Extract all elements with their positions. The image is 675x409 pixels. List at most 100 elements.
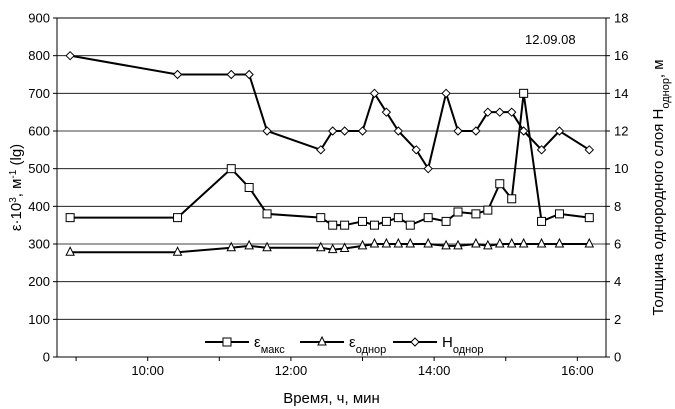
- data-point-diamond: [554, 126, 565, 136]
- data-point-triangle: [483, 239, 493, 250]
- data-point-triangle: [518, 237, 529, 248]
- data-point-square: [423, 213, 433, 223]
- data-point-triangle: [327, 243, 338, 254]
- y-left-tick-label: 200: [28, 274, 50, 289]
- data-point-square: [262, 209, 272, 219]
- data-point-square: [453, 207, 463, 217]
- y-left-title-exp2: -1: [8, 169, 19, 178]
- data-point-diamond: [536, 145, 547, 155]
- y-left-tick-label: 100: [28, 312, 50, 327]
- y-right-tick-label: 12: [614, 124, 628, 139]
- y-right-tick-label: 16: [614, 48, 628, 63]
- data-point-square: [441, 216, 451, 226]
- data-point-square: [226, 164, 236, 174]
- data-point-diamond: [226, 69, 236, 80]
- data-point-triangle: [405, 237, 416, 248]
- data-point-triangle: [315, 241, 326, 252]
- data-point-diamond: [393, 126, 404, 136]
- data-point-diamond: [495, 107, 505, 117]
- y-right-title-base: Толщина однородного слоя H: [650, 109, 667, 316]
- data-point-diamond: [483, 107, 493, 117]
- y-right-tick-label: 14: [614, 86, 628, 101]
- y-right-tick-label: 10: [614, 161, 628, 176]
- axis-ticks: 0 100 200 300 400 500 600 700 800 900 0 2 4 6 8 10 12 14 1…: [28, 11, 628, 379]
- data-point-square: [316, 213, 326, 223]
- data-point-square: [495, 179, 505, 189]
- data-point-diamond: [453, 126, 463, 136]
- y-left-title-mid: , м: [8, 179, 25, 198]
- y-left-tick-label: 300: [28, 237, 50, 252]
- y-left-tick-label: 0: [43, 350, 50, 365]
- legend-label-base: ε: [254, 334, 261, 351]
- data-point-triangle: [453, 239, 463, 250]
- data-point-triangle: [262, 241, 272, 252]
- data-point-diamond: [172, 69, 183, 80]
- data-point-triangle: [339, 242, 350, 253]
- data-point-square: [369, 220, 379, 230]
- legend-item-square: εмакс: [205, 334, 285, 356]
- y-left-tick-label: 700: [28, 86, 50, 101]
- data-point-diamond: [441, 88, 451, 99]
- series-layer: [65, 50, 595, 256]
- data-point-square: [537, 216, 547, 226]
- legend-swatch-marker: [410, 337, 420, 347]
- data-point-triangle: [494, 237, 505, 248]
- data-point-diamond: [327, 126, 338, 136]
- data-point-triangle: [65, 246, 75, 256]
- data-point-square: [381, 216, 391, 226]
- y-left-tick-label: 800: [28, 48, 50, 63]
- data-point-square: [244, 183, 254, 192]
- data-point-diamond: [381, 107, 392, 117]
- y-left-axis-title: ε·103, м-1 (lg): [8, 144, 26, 231]
- y-right-tick-label: 6: [614, 237, 621, 252]
- y-left-tick-label: 400: [28, 199, 50, 214]
- data-point-square: [405, 220, 415, 230]
- data-point-square: [471, 209, 481, 219]
- legend-label-sub: однор: [356, 344, 387, 356]
- data-point-triangle: [357, 239, 368, 250]
- data-point-diamond: [518, 126, 529, 136]
- legend-swatch-marker: [222, 337, 232, 347]
- data-point-triangle: [441, 239, 451, 250]
- data-point-triangle: [369, 237, 380, 248]
- data-point-square: [554, 209, 564, 219]
- y-right-tick-label: 2: [614, 312, 621, 327]
- x-axis-title: Время, ч, мин: [283, 390, 380, 407]
- data-point-square: [584, 213, 594, 223]
- data-point-triangle: [506, 237, 517, 248]
- y-right-title-sub: однор: [660, 78, 672, 109]
- data-point-square: [328, 220, 338, 230]
- y-right-tick-label: 8: [614, 199, 621, 214]
- y-right-tick-label: 4: [614, 274, 621, 289]
- legend-label: Hоднор: [442, 334, 483, 356]
- legend-label-base: H: [442, 334, 453, 351]
- data-point-diamond: [471, 126, 481, 136]
- data-point-diamond: [584, 145, 594, 155]
- legend-label: εоднор: [349, 334, 386, 356]
- data-point-diamond: [65, 50, 75, 61]
- data-point-diamond: [507, 107, 517, 117]
- legend-label: εмакс: [254, 334, 285, 356]
- data-point-triangle: [471, 237, 481, 248]
- data-point-triangle: [423, 237, 433, 248]
- y-left-tick-label: 600: [28, 124, 50, 139]
- legend-item-diamond: Hоднор: [393, 334, 483, 356]
- y-right-tick-label: 0: [614, 350, 621, 365]
- data-point-diamond: [357, 126, 368, 136]
- x-tick-label: 14:00: [418, 363, 451, 378]
- y-left-title-base: ε·10: [8, 203, 25, 231]
- data-point-square: [519, 88, 529, 98]
- data-point-diamond: [411, 145, 421, 155]
- y-left-tick-label: 500: [28, 161, 50, 176]
- data-point-triangle: [554, 237, 565, 248]
- series-triangle: [65, 237, 595, 256]
- data-point-triangle: [381, 237, 392, 248]
- legend-label-sub: однор: [453, 344, 484, 356]
- data-point-triangle: [393, 237, 404, 248]
- y-left-title-tail: (lg): [8, 144, 25, 170]
- data-point-triangle: [536, 237, 547, 248]
- data-point-triangle: [584, 237, 595, 248]
- data-point-square: [340, 220, 350, 230]
- y-right-axis-title: Толщина однородного слоя Hоднор, м: [650, 59, 672, 315]
